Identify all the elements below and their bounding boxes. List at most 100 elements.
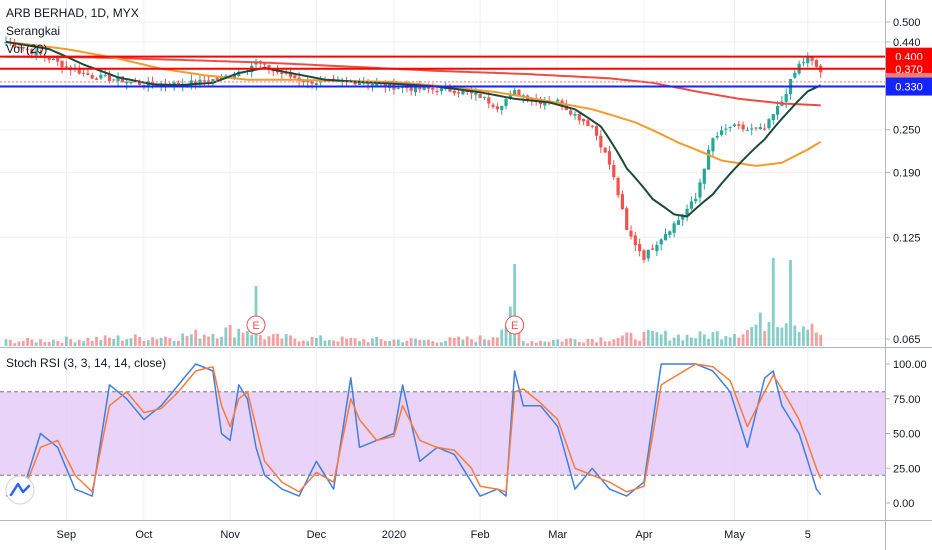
volume-bar xyxy=(802,326,805,346)
candle-body xyxy=(504,99,508,106)
candle-body xyxy=(724,128,728,130)
candle-body xyxy=(754,127,758,129)
candle-body xyxy=(569,110,573,115)
volume-bar xyxy=(146,340,150,346)
candle-body xyxy=(728,126,732,128)
volume-bar xyxy=(681,340,685,346)
candle-body xyxy=(607,151,612,165)
candle-body xyxy=(461,91,465,95)
volume-bar xyxy=(95,336,98,346)
candle-body xyxy=(452,90,456,94)
candle-body xyxy=(418,86,422,90)
candle-body xyxy=(120,76,124,83)
volume-bar xyxy=(534,342,538,346)
volume-bar xyxy=(383,340,387,346)
volume-bar xyxy=(345,338,348,346)
candle-body xyxy=(388,83,392,88)
candle-body xyxy=(745,129,750,131)
volume-bar xyxy=(362,339,366,346)
candle-body xyxy=(707,149,711,170)
candle-body xyxy=(672,223,676,233)
stoch-d-line xyxy=(6,363,822,493)
volume-bar xyxy=(448,337,452,346)
volume-bar xyxy=(720,339,723,346)
candle-body xyxy=(47,57,51,60)
stoch-rsi-title: Stoch RSI (3, 3, 14, 14, close) xyxy=(6,356,167,370)
rsi-y-tick-label: 100.00 xyxy=(893,359,927,371)
candle-body xyxy=(176,82,181,85)
volume-bar xyxy=(120,340,124,346)
volume-bar xyxy=(659,334,663,346)
earnings-marker-label: E xyxy=(252,320,259,332)
volume-bar xyxy=(302,340,305,346)
volume-bar xyxy=(612,339,616,346)
volume-bar xyxy=(715,331,719,346)
volume-bar xyxy=(323,340,327,346)
volume-bar xyxy=(741,334,745,346)
volume-bar xyxy=(375,336,379,346)
candle-body xyxy=(732,124,737,127)
volume-bar xyxy=(237,328,241,346)
candle-body xyxy=(125,81,129,84)
candle-body xyxy=(64,66,68,68)
volume-bar xyxy=(599,337,603,346)
volume-bar xyxy=(737,337,741,346)
earnings-marker xyxy=(246,315,266,335)
symbol-title: ARB BERHAD, 1D, MYX xyxy=(6,6,139,20)
volume-bar xyxy=(26,337,29,346)
indicator-serangkai-label: Serangkai xyxy=(6,24,61,38)
volume-bar xyxy=(698,331,702,346)
volume-bar xyxy=(797,332,801,346)
indicator-volume-label: Vol (20) xyxy=(6,42,48,56)
volume-bar xyxy=(569,338,573,346)
volume-bar xyxy=(573,339,577,346)
candle-body xyxy=(409,86,413,91)
volume-bar xyxy=(332,340,335,346)
candle-body xyxy=(357,82,362,85)
candle-body xyxy=(194,81,198,85)
volume-bar xyxy=(655,332,659,346)
candle-body xyxy=(586,120,590,127)
volume-bar xyxy=(159,337,163,346)
candle-body xyxy=(232,74,237,78)
volume-bar xyxy=(202,334,206,346)
candle-body xyxy=(771,114,775,121)
volume-bar xyxy=(418,340,422,346)
volume-bar xyxy=(155,339,159,346)
volume-bar xyxy=(789,260,792,346)
volume-bar xyxy=(34,342,38,346)
volume-bar xyxy=(293,338,297,346)
volume-bar xyxy=(314,337,318,346)
candle-body xyxy=(383,82,387,87)
volume-bar xyxy=(668,340,672,346)
volume-bar xyxy=(616,337,620,346)
volume-bar xyxy=(336,341,340,346)
volume-bar xyxy=(99,340,103,346)
candle-body xyxy=(763,128,767,130)
volume-bar xyxy=(306,341,310,346)
volume-bar xyxy=(271,334,275,346)
x-tick-label: 5 xyxy=(805,529,811,541)
volume-bar xyxy=(564,339,568,346)
volume-bar xyxy=(603,341,607,346)
volume-bar xyxy=(56,340,60,346)
volume-bar xyxy=(664,330,667,346)
volume-bar xyxy=(112,339,116,346)
volume-bar xyxy=(370,338,374,346)
candle-body xyxy=(112,79,116,81)
stoch-k-line xyxy=(5,363,822,497)
y-tick-label: 0.190 xyxy=(893,167,921,179)
volume-bar xyxy=(754,324,758,346)
candle-body xyxy=(474,92,478,95)
candle-body xyxy=(284,72,288,74)
volume-bar xyxy=(224,327,228,346)
volume-bar xyxy=(181,333,185,346)
candle-body xyxy=(603,147,607,153)
tradingview-logo-icon xyxy=(5,475,35,505)
volume-bar xyxy=(474,341,478,346)
candle-body xyxy=(659,239,663,245)
volume-bar xyxy=(8,339,12,346)
candle-body xyxy=(750,128,754,130)
candle-body xyxy=(676,220,681,225)
volume-bar xyxy=(470,339,473,346)
